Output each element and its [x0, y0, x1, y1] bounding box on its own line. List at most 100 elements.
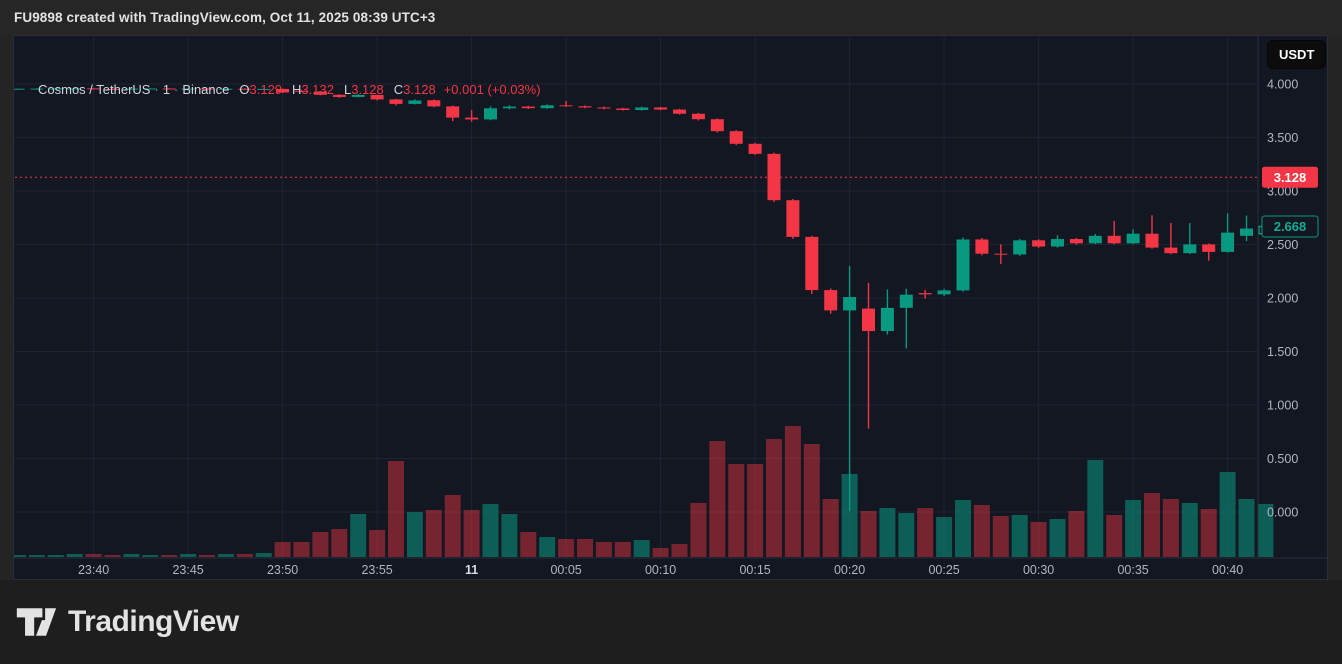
volume-bar [293, 542, 310, 557]
volume-bar [1181, 503, 1198, 557]
candle-body [956, 239, 970, 291]
candle-body [106, 88, 119, 90]
candle-body [559, 105, 573, 107]
volume-bar [747, 464, 764, 557]
volume-bar [463, 510, 480, 557]
high-label: H [292, 82, 302, 97]
candle-body [805, 236, 819, 291]
volume-bar [406, 512, 423, 557]
candle-body [918, 293, 932, 295]
candle-body [521, 106, 535, 109]
chart-panel: 4.000 3.500 3.000 2.500 2.000 1.500 1.000 0.500… [13, 35, 1328, 580]
volume-bar [180, 554, 197, 557]
price-tick-label: 3.500 [1267, 131, 1298, 145]
volume-bar [217, 554, 234, 557]
volume-bar [766, 439, 782, 557]
candle-body [87, 88, 101, 90]
volume-bar [841, 474, 858, 557]
time-tick-label: 00:30 [1023, 563, 1054, 577]
candle-body [1088, 235, 1102, 244]
volume-bar [973, 505, 990, 557]
candle-body [30, 88, 44, 90]
volume-bar [501, 514, 518, 557]
candle-body [1145, 233, 1159, 248]
candle-body [1183, 244, 1197, 254]
symbol-legend: Cosmos / TetherUS · 1 · Binance O3.129 H3.132 L… [38, 82, 541, 97]
price-tick-label: 3.000 [1267, 185, 1298, 199]
time-tick-label: 00:05 [550, 563, 581, 577]
volume-bar [1162, 499, 1179, 557]
last-price-badge-value: 3.128 [1274, 170, 1307, 185]
candle-body [124, 88, 138, 90]
candle-body [238, 88, 252, 90]
change-value: +0.001 (+0.03%) [443, 82, 541, 97]
time-tick-label: 00:25 [928, 563, 959, 577]
volume-bar [936, 517, 953, 557]
time-tick-label: 23:45 [172, 563, 203, 577]
candle-body [824, 290, 838, 311]
candle-body [219, 88, 233, 90]
volume-bar [14, 555, 26, 557]
candle-body [710, 119, 724, 132]
volume-bar [633, 540, 650, 557]
volume-bar [161, 555, 178, 557]
time-tick-label: 00:40 [1212, 563, 1243, 577]
last-price-badge [1262, 166, 1318, 188]
high-value: 3.132 [301, 82, 334, 97]
candle-body [691, 113, 705, 120]
volume-bar [539, 537, 556, 557]
price-tick-label: 2.500 [1267, 238, 1298, 252]
candle-body [1069, 239, 1083, 244]
volume-bar [1049, 519, 1066, 557]
candle-body [1107, 235, 1121, 244]
candle-body [786, 200, 800, 237]
time-tick-label: 00:20 [834, 563, 865, 577]
open-value: 3.129 [249, 82, 283, 97]
volume-bar [388, 461, 404, 557]
volume-bar [1011, 515, 1028, 557]
volume-bar [85, 554, 102, 557]
volume-bar [671, 544, 688, 557]
candle-body [880, 307, 894, 332]
candle-body [502, 106, 516, 109]
legend-separator: · [154, 82, 159, 97]
candle-body [257, 88, 271, 90]
candle-body [465, 117, 479, 120]
candle-body [540, 105, 554, 109]
price-tick-label: 0.000 [1267, 506, 1298, 520]
candle-body [1221, 232, 1235, 252]
time-tick-label: 23:40 [78, 563, 109, 577]
candle-body [1013, 240, 1027, 255]
candle-body [181, 88, 195, 90]
volume-bar [199, 555, 215, 557]
candle-body [767, 153, 781, 201]
currency-toggle-button[interactable]: USDT [1267, 40, 1327, 69]
volume-bar [955, 500, 971, 557]
tradingview-logo[interactable]: TradingView [15, 604, 239, 640]
candle-body [635, 107, 649, 111]
candle-body [862, 308, 875, 332]
candle-body [200, 88, 214, 90]
candle-body [332, 94, 346, 97]
candle-body [729, 131, 743, 144]
volume-bar [898, 513, 915, 557]
candle-body [994, 253, 1008, 255]
price-tick-label: 1.000 [1267, 399, 1298, 413]
chart-surface[interactable]: 4.000 3.500 3.000 2.500 2.000 1.500 1.000 0.500… [14, 36, 1329, 581]
volume-bar [652, 548, 669, 557]
volume-bar [274, 542, 291, 557]
candle-body [899, 294, 913, 308]
attribution-bar: FU9898 created with TradingView.com, Oct… [0, 0, 1342, 35]
close-value: 3.128 [403, 82, 436, 97]
candle-body [654, 107, 668, 110]
volume-bar [28, 555, 45, 557]
volume-bar [614, 542, 631, 557]
candle-body [351, 94, 365, 97]
volume-bar [482, 504, 499, 557]
candle-body [1240, 228, 1253, 236]
candle-body [1164, 247, 1178, 254]
low-label: L [343, 82, 352, 97]
candle-body [389, 99, 403, 104]
exchange-name: Binance [182, 82, 230, 97]
symbol-name: Cosmos / TetherUS [38, 82, 151, 97]
